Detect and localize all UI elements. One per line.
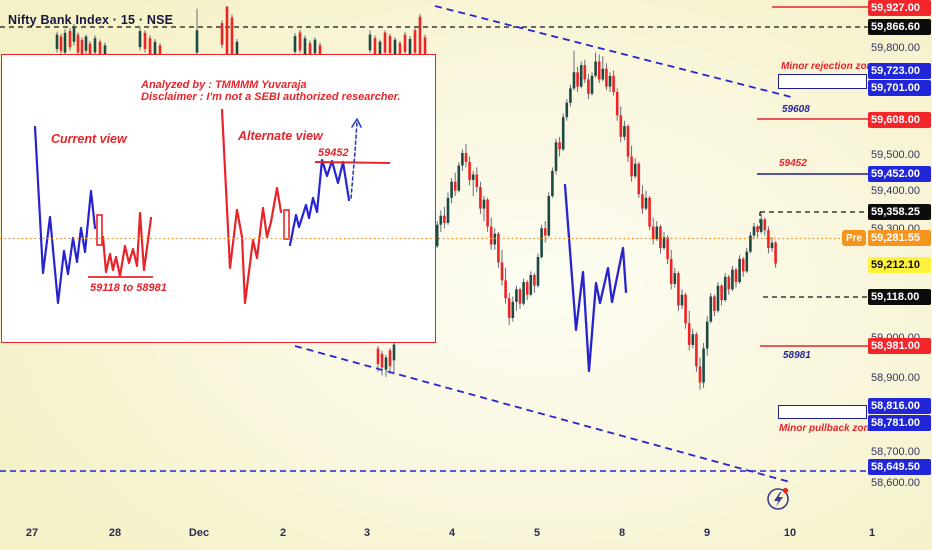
time-axis-tick[interactable]: 9 <box>703 527 711 539</box>
alert-dot <box>782 487 789 494</box>
time-axis-tick[interactable]: 5 <box>533 527 541 539</box>
pre-market-chip: Pre <box>842 230 866 246</box>
alt-target-price-label: 59452 <box>318 147 349 159</box>
price-label[interactable]: 58,781.00 <box>868 415 931 431</box>
time-axis-tick[interactable]: 10 <box>783 527 797 539</box>
level-annotation: Minor pullback zone <box>779 423 876 434</box>
level-annotation: Minor rejection zone <box>781 61 879 72</box>
price-label[interactable]: 59,358.25 <box>868 204 931 220</box>
price-label[interactable]: 59,723.00 <box>868 63 931 79</box>
range-label: 59118 to 58981 <box>90 282 167 294</box>
analyst-credit: Analyzed by : TMMMM Yuvaraja <box>141 79 307 91</box>
analysis-note-box[interactable]: Analyzed by : TMMMM Yuvaraja Disclaimer … <box>1 54 436 343</box>
price-axis-tick[interactable]: 58,700.00 <box>871 446 920 458</box>
price-label[interactable]: 59,701.00 <box>868 80 931 96</box>
time-axis-tick[interactable]: 8 <box>618 527 626 539</box>
time-axis-tick[interactable]: 2 <box>279 527 287 539</box>
price-axis-tick[interactable]: 58,600.00 <box>871 477 920 489</box>
time-axis-tick[interactable]: 1 <box>868 527 876 539</box>
price-label[interactable]: 58,981.00 <box>868 338 931 354</box>
time-axis-tick[interactable]: 27 <box>25 527 39 539</box>
symbol-title[interactable]: Nifty Bank Index · 15 · NSE <box>8 13 174 27</box>
lightning-bolt-icon <box>774 492 783 507</box>
time-axis-tick[interactable]: Dec <box>188 527 210 539</box>
disclaimer-text: Disclaimer : I'm not a SEBI authorized r… <box>141 91 401 103</box>
price-axis-tick[interactable]: 59,800.00 <box>871 42 920 54</box>
price-label[interactable]: 58,649.50 <box>868 459 931 475</box>
level-annotation: 59608 <box>782 104 810 115</box>
quick-trade-icon[interactable] <box>765 484 793 512</box>
price-label[interactable]: 58,816.00 <box>868 398 931 414</box>
time-axis-tick[interactable]: 3 <box>363 527 371 539</box>
price-label[interactable]: 59,281.55 <box>868 230 931 246</box>
price-label[interactable]: 59,866.60 <box>868 19 931 35</box>
minor-rejection-zone[interactable] <box>778 74 867 89</box>
level-annotation: 58981 <box>783 350 811 361</box>
price-label[interactable]: 59,452.00 <box>868 166 931 182</box>
alternate-view-label: Alternate view <box>238 129 323 143</box>
time-axis-tick[interactable]: 28 <box>108 527 122 539</box>
level-annotation: 59452 <box>779 158 807 169</box>
price-label[interactable]: 59,212.10 <box>868 257 931 273</box>
price-label[interactable]: 59,927.00 <box>868 0 931 16</box>
price-axis-tick[interactable]: 58,900.00 <box>871 372 920 384</box>
price-axis-tick[interactable]: 59,400.00 <box>871 185 920 197</box>
price-axis-tick[interactable]: 59,500.00 <box>871 149 920 161</box>
minor-pullback-zone[interactable] <box>778 405 867 419</box>
current-view-label: Current view <box>51 132 127 146</box>
price-label[interactable]: 59,608.00 <box>868 112 931 128</box>
price-label[interactable]: 59,118.00 <box>868 289 931 305</box>
time-axis-tick[interactable]: 4 <box>448 527 456 539</box>
